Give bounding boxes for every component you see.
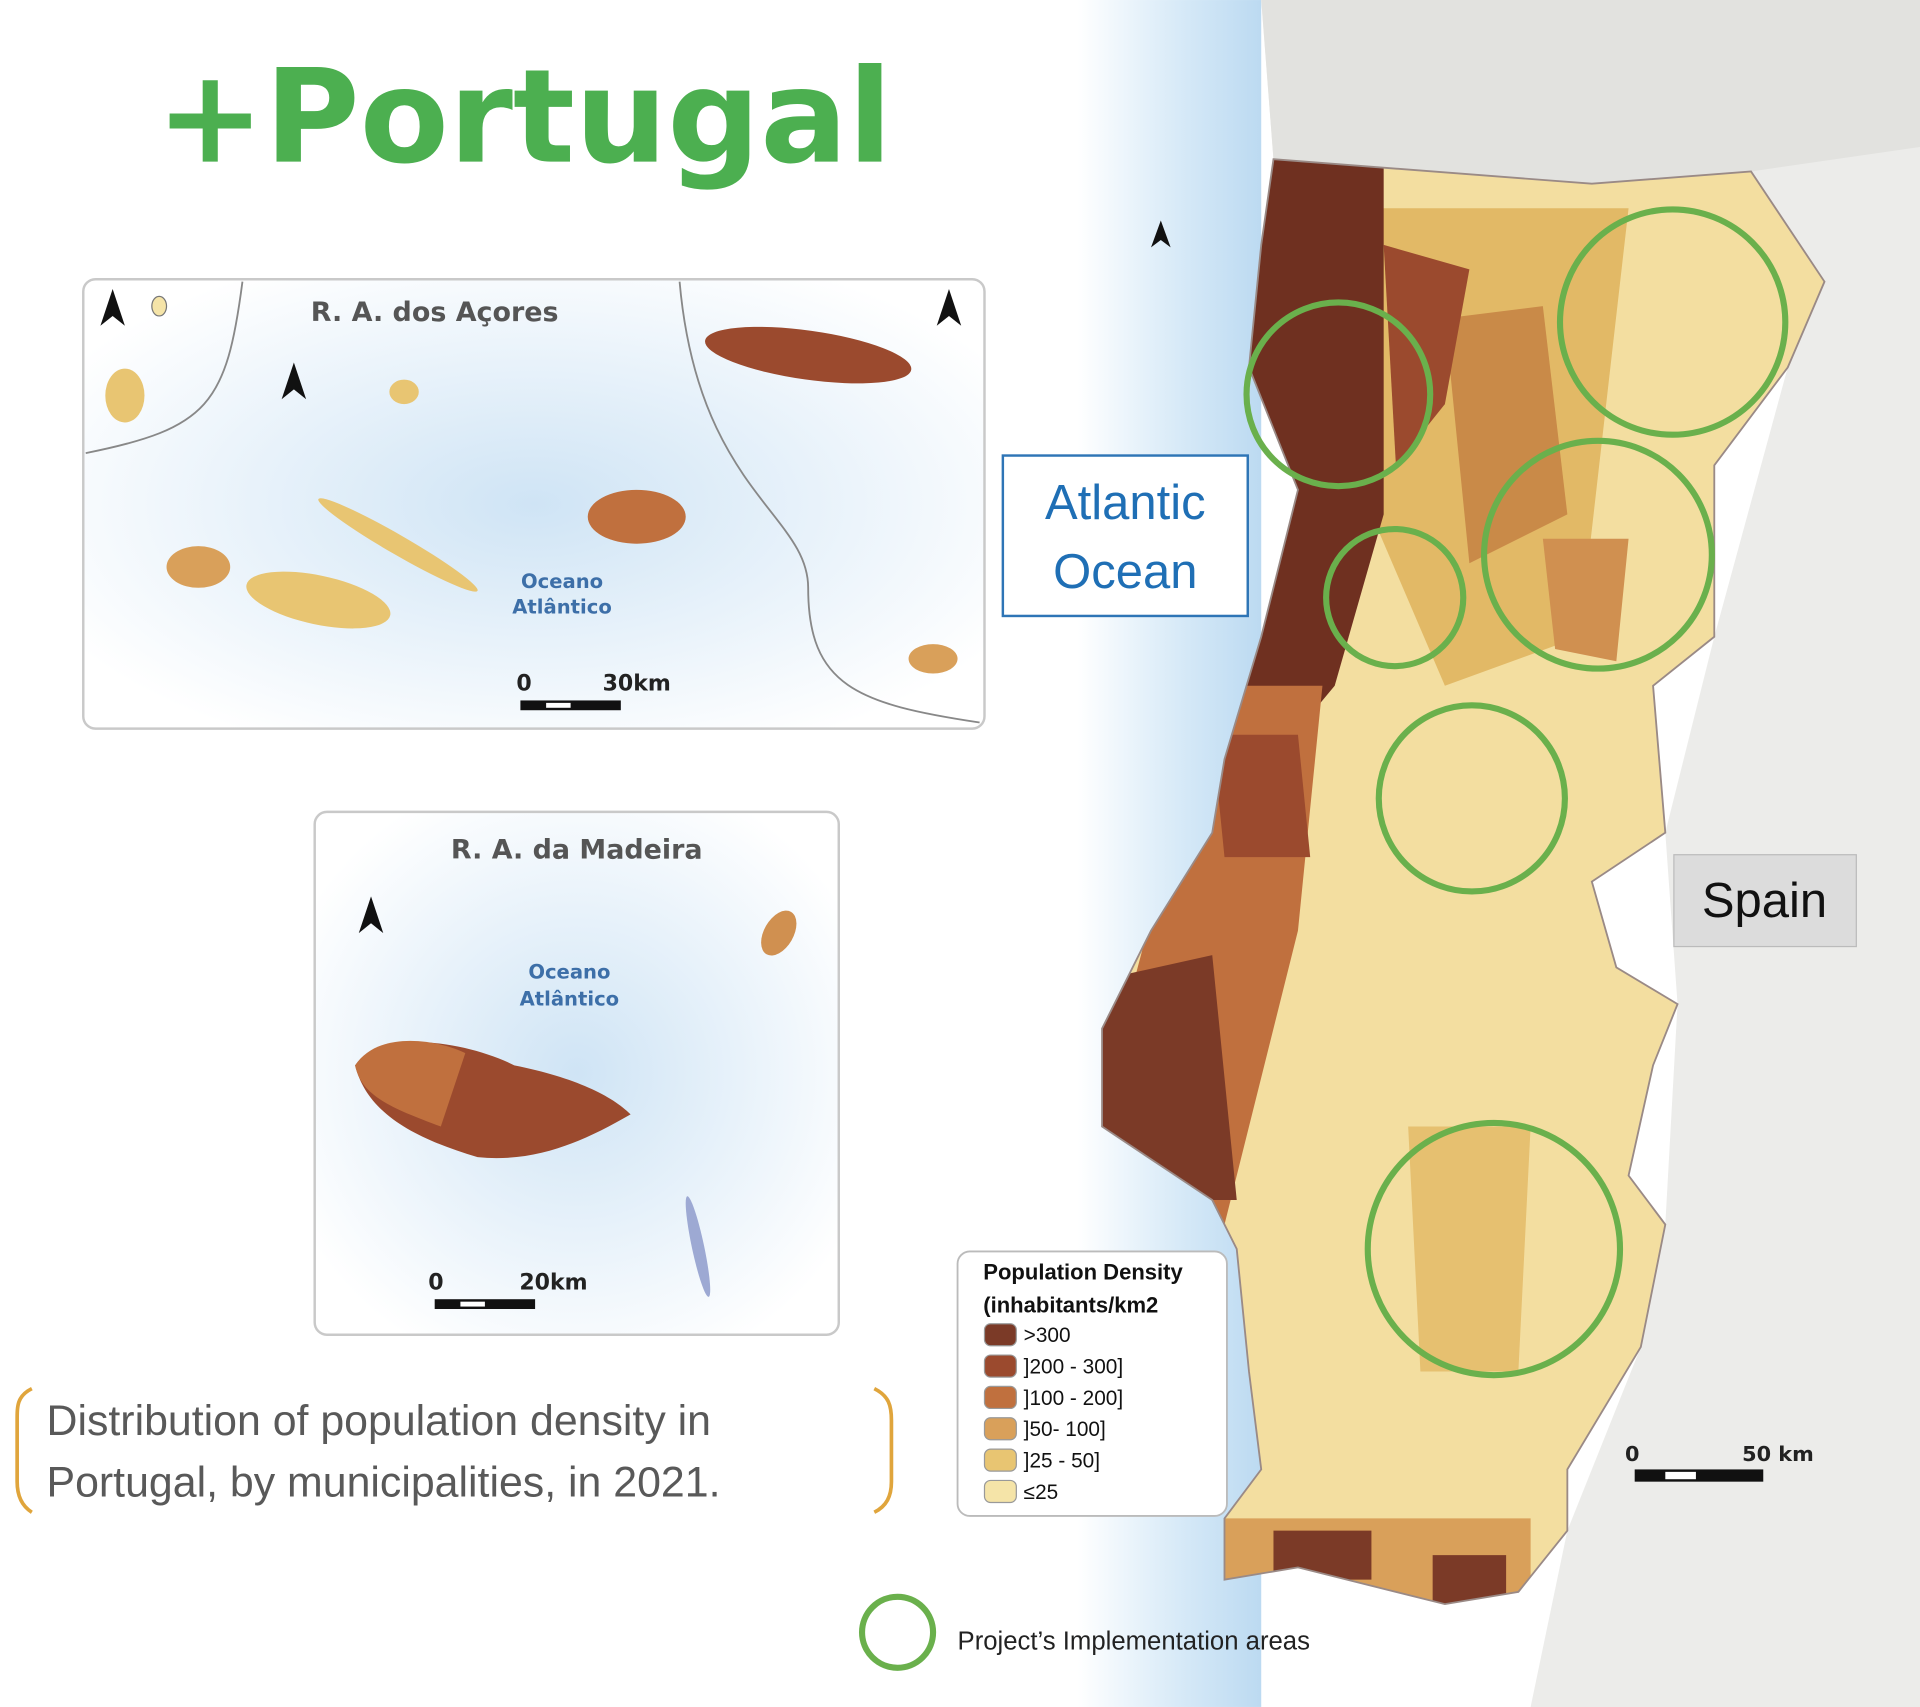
ocean-label: Oceano bbox=[521, 570, 603, 593]
ocean-label: Atlântico bbox=[512, 596, 612, 619]
country-name: Spain bbox=[1702, 874, 1827, 928]
spain-box: Spain bbox=[1673, 854, 1857, 948]
inset-title: R. A. dos Açores bbox=[311, 297, 559, 328]
caption-line: Distribution of population density in bbox=[47, 1397, 711, 1445]
azores-inset: R. A. dos Açores Oceano Atlântico 0 30km bbox=[82, 277, 986, 730]
atlantic-box: Atlantic Ocean bbox=[1001, 454, 1249, 618]
caption: Distribution of population density in Po… bbox=[15, 1386, 894, 1514]
ocean-label: Atlântico bbox=[520, 987, 620, 1010]
scale-label: 0 bbox=[516, 672, 531, 697]
title: +Portugal bbox=[156, 42, 892, 193]
legend-swatch bbox=[983, 1479, 1017, 1504]
legend-label: ≤25 bbox=[1024, 1481, 1059, 1504]
legend-label: ]200 - 300] bbox=[1024, 1355, 1123, 1378]
legend-label: >300 bbox=[1024, 1324, 1071, 1347]
ocean-label: Oceano bbox=[528, 960, 610, 983]
legend-swatch bbox=[983, 1448, 1017, 1472]
legend-label: ]100 - 200] bbox=[1024, 1387, 1123, 1410]
scale-label: 50 km bbox=[1742, 1442, 1814, 1466]
ocean-name: Atlantic bbox=[1045, 476, 1206, 530]
legend-swatch bbox=[983, 1354, 1017, 1378]
inset-title: R. A. da Madeira bbox=[451, 834, 703, 865]
ocean-name: Ocean bbox=[1053, 545, 1197, 599]
scale-label: 0 bbox=[1625, 1442, 1639, 1466]
caption-line: Portugal, by municipalities, in 2021. bbox=[47, 1458, 721, 1506]
legend-title: (inhabitants/km2 bbox=[983, 1293, 1158, 1318]
madeira-inset: R. A. da Madeira Oceano Atlântico 0 20km bbox=[313, 810, 840, 1336]
project-areas-key: Project’s Implementation areas bbox=[858, 1593, 1310, 1671]
legend: Population Density (inhabitants/km2 >300… bbox=[956, 1250, 1228, 1517]
scale-label: 0 bbox=[428, 1270, 443, 1295]
legend-swatch bbox=[983, 1417, 1017, 1441]
main-scale: 0 50 km bbox=[1625, 1442, 1814, 1482]
legend-swatch bbox=[983, 1323, 1017, 1347]
scale-label: 30km bbox=[603, 672, 671, 697]
key-label: Project’s Implementation areas bbox=[958, 1627, 1310, 1655]
legend-swatch bbox=[983, 1385, 1017, 1410]
legend-label: ]50- 100] bbox=[1024, 1418, 1106, 1441]
legend-label: ]25 - 50] bbox=[1024, 1449, 1100, 1472]
legend-title: Population Density bbox=[983, 1260, 1183, 1285]
scale-label: 20km bbox=[519, 1270, 587, 1295]
project-areas bbox=[1243, 206, 1789, 1379]
north-arrow bbox=[1151, 220, 1171, 248]
